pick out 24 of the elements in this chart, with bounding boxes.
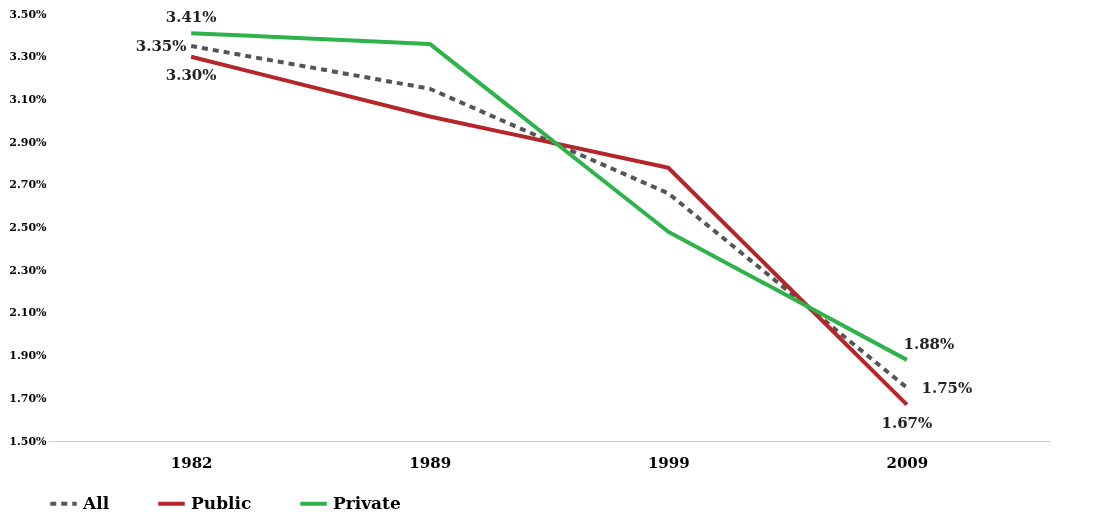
legend-label: Private xyxy=(333,492,401,513)
data-label: 1.75% xyxy=(921,378,973,397)
y-tick-label: 2.30% xyxy=(9,263,48,277)
y-tick-label: 1.70% xyxy=(9,391,48,405)
data-label: 3.41% xyxy=(165,8,217,27)
y-tick-label: 2.70% xyxy=(9,178,48,192)
y-tick-label: 1.90% xyxy=(9,349,48,363)
x-tick-label: 1999 xyxy=(647,453,690,472)
data-label: 3.35% xyxy=(135,37,187,56)
data-label: 1.67% xyxy=(881,413,933,432)
data-label: 3.30% xyxy=(165,65,217,84)
y-tick-label: 3.10% xyxy=(9,92,48,106)
x-tick-label: 1989 xyxy=(409,453,452,472)
x-tick-label: 2009 xyxy=(886,453,929,472)
y-tick-label: 2.10% xyxy=(9,306,48,320)
y-tick-label: 1.50% xyxy=(9,434,48,448)
y-tick-label: 2.90% xyxy=(9,135,48,149)
data-label: 1.88% xyxy=(903,334,955,353)
y-tick-label: 3.50% xyxy=(9,7,48,21)
y-tick-label: 2.50% xyxy=(9,221,48,234)
legend-label: All xyxy=(82,492,110,513)
y-tick-label: 3.30% xyxy=(9,50,48,64)
x-tick-label: 1982 xyxy=(170,453,213,472)
legend-label: Public xyxy=(191,492,252,513)
